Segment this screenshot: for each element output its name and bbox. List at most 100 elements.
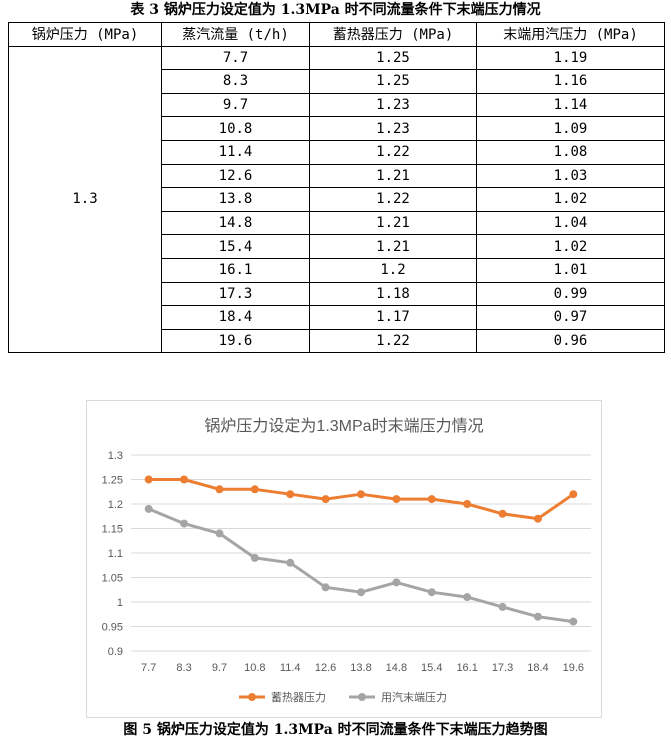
steam-flow-cell: 18.4 [161, 305, 310, 330]
data-point [392, 495, 401, 504]
data-point [569, 490, 578, 499]
data-point [357, 490, 365, 499]
data-point [357, 588, 365, 597]
series-line-0 [148, 478, 575, 521]
data-point [215, 529, 224, 538]
data-point [533, 514, 542, 523]
accumulator-pressure-cell: 1.17 [309, 305, 477, 330]
header-steam-flow: 蒸汽流量 (t/h) [161, 22, 310, 47]
end-pressure-cell: 1.14 [476, 92, 665, 118]
pressure-table: 锅炉压力 (MPa) 蒸汽流量 (t/h) 蓄热器压力 (MPa) 末端用汽压力… [8, 22, 665, 354]
series-line-1 [148, 507, 574, 624]
table-row: 18.4 1.17 0.97 [9, 305, 665, 330]
steam-flow-cell: 19.6 [161, 328, 310, 354]
end-pressure-cell: 0.97 [476, 305, 665, 330]
steam-flow-cell: 9.7 [161, 92, 310, 118]
data-point [180, 475, 189, 484]
y-tick-label: 1.3 [108, 450, 123, 462]
accumulator-pressure-cell: 1.21 [309, 163, 477, 189]
accumulator-pressure-cell: 1.18 [309, 281, 477, 307]
steam-flow-cell: 16.1 [161, 257, 310, 283]
legend-marker [358, 693, 366, 701]
steam-flow-cell: 15.4 [161, 234, 310, 259]
accumulator-pressure-cell: 1.21 [309, 210, 477, 236]
data-point [321, 583, 330, 592]
steam-flow-cell: 10.8 [161, 116, 310, 141]
data-point [427, 495, 436, 504]
x-tick-label: 16.1 [456, 662, 477, 674]
steam-flow-cell: 7.7 [161, 45, 310, 71]
table-row: 10.8 1.23 1.09 [9, 116, 665, 141]
header-boiler-pressure: 锅炉压力 (MPa) [8, 22, 162, 47]
accumulator-pressure-cell: 1.22 [309, 139, 477, 165]
accumulator-pressure-cell: 1.25 [309, 69, 477, 94]
accumulator-pressure-cell: 1.2 [309, 257, 477, 283]
table-row: 13.8 1.22 1.02 [9, 187, 665, 212]
y-tick-label: 1 [117, 597, 123, 609]
data-point [392, 578, 401, 587]
x-tick-label: 17.3 [492, 662, 513, 674]
steam-flow-cell: 14.8 [161, 210, 310, 236]
y-tick-label: 0.95 [102, 622, 123, 634]
data-point [180, 519, 189, 528]
data-point [321, 495, 330, 504]
data-point [569, 617, 578, 626]
x-tick-label: 18.4 [527, 662, 548, 674]
end-pressure-cell: 1.02 [476, 234, 665, 259]
x-tick-label: 19.6 [563, 662, 584, 674]
end-pressure-cell: 1.02 [476, 187, 665, 212]
y-tick-label: 1.1 [108, 548, 123, 560]
data-point [144, 504, 153, 513]
table-row: 11.4 1.22 1.08 [9, 139, 665, 165]
y-tick-label: 1.15 [102, 524, 123, 536]
end-pressure-cell: 1.08 [476, 139, 665, 165]
chart-title: 锅炉压力设定为1.3MPa时末端压力情况 [204, 417, 483, 435]
end-pressure-cell: 1.09 [476, 116, 665, 141]
x-tick-label: 7.7 [141, 662, 156, 674]
end-pressure-cell: 1.03 [476, 163, 665, 189]
header-end-pressure: 末端用汽压力 (MPa) [476, 22, 665, 47]
table-row: 15.4 1.21 1.02 [9, 234, 665, 259]
steam-flow-cell: 12.6 [161, 163, 310, 189]
data-point [144, 475, 153, 484]
accumulator-pressure-cell: 1.23 [309, 92, 477, 118]
x-tick-label: 15.4 [421, 662, 442, 674]
data-point [427, 588, 436, 597]
data-point [286, 490, 295, 499]
x-tick-label: 12.6 [315, 662, 336, 674]
steam-flow-cell: 17.3 [161, 281, 310, 307]
x-tick-label: 8.3 [176, 662, 191, 674]
steam-flow-cell: 11.4 [161, 139, 310, 165]
end-pressure-cell: 1.04 [476, 210, 665, 236]
line-chart: 锅炉压力设定为1.3MPa时末端压力情况 0.9 0.95 1 1.05 1.1 1.15 1… [102, 417, 591, 704]
x-tick-label: 10.8 [244, 662, 265, 674]
end-pressure-cell: 1.01 [476, 257, 665, 283]
boiler-pressure-cell: 1.3 [8, 45, 162, 354]
data-point [215, 485, 224, 494]
table-row: 12.6 1.21 1.03 [9, 163, 665, 189]
end-pressure-cell: 0.99 [476, 281, 665, 307]
accumulator-pressure-cell: 1.22 [309, 187, 477, 212]
table-header-row: 锅炉压力 (MPa) 蒸汽流量 (t/h) 蓄热器压力 (MPa) 末端用汽压力… [8, 22, 665, 47]
y-tick-label: 1.2 [108, 499, 123, 511]
accumulator-pressure-cell: 1.22 [309, 328, 477, 354]
table-row: 19.6 1.22 0.96 [9, 328, 665, 354]
accumulator-pressure-cell: 1.25 [309, 45, 477, 71]
data-point [463, 593, 472, 602]
end-pressure-cell: 1.19 [476, 45, 665, 71]
data-point [463, 500, 472, 508]
x-tick-label: 9.7 [212, 662, 227, 674]
data-point [498, 602, 507, 611]
data-point [533, 612, 542, 621]
data-point [286, 558, 295, 567]
table-row: 14.8 1.21 1.04 [9, 210, 665, 236]
table-row: 8.3 1.25 1.16 [9, 69, 665, 94]
steam-flow-cell: 13.8 [161, 187, 310, 212]
header-accumulator-pressure: 蓄热器压力 (MPa) [309, 22, 477, 47]
x-tick-label: 11.4 [280, 662, 301, 674]
chart-container: 锅炉压力设定为1.3MPa时末端压力情况 0.9 0.95 1 1.05 1.1 1.15 1… [86, 400, 602, 718]
accumulator-pressure-cell: 1.23 [309, 116, 477, 141]
figure-caption: 图 5 锅炉压力设定值为 1.3MPa 时不同流量条件下末端压力趋势图 [123, 722, 548, 738]
data-point [250, 553, 259, 562]
end-pressure-cell: 1.16 [476, 69, 665, 94]
